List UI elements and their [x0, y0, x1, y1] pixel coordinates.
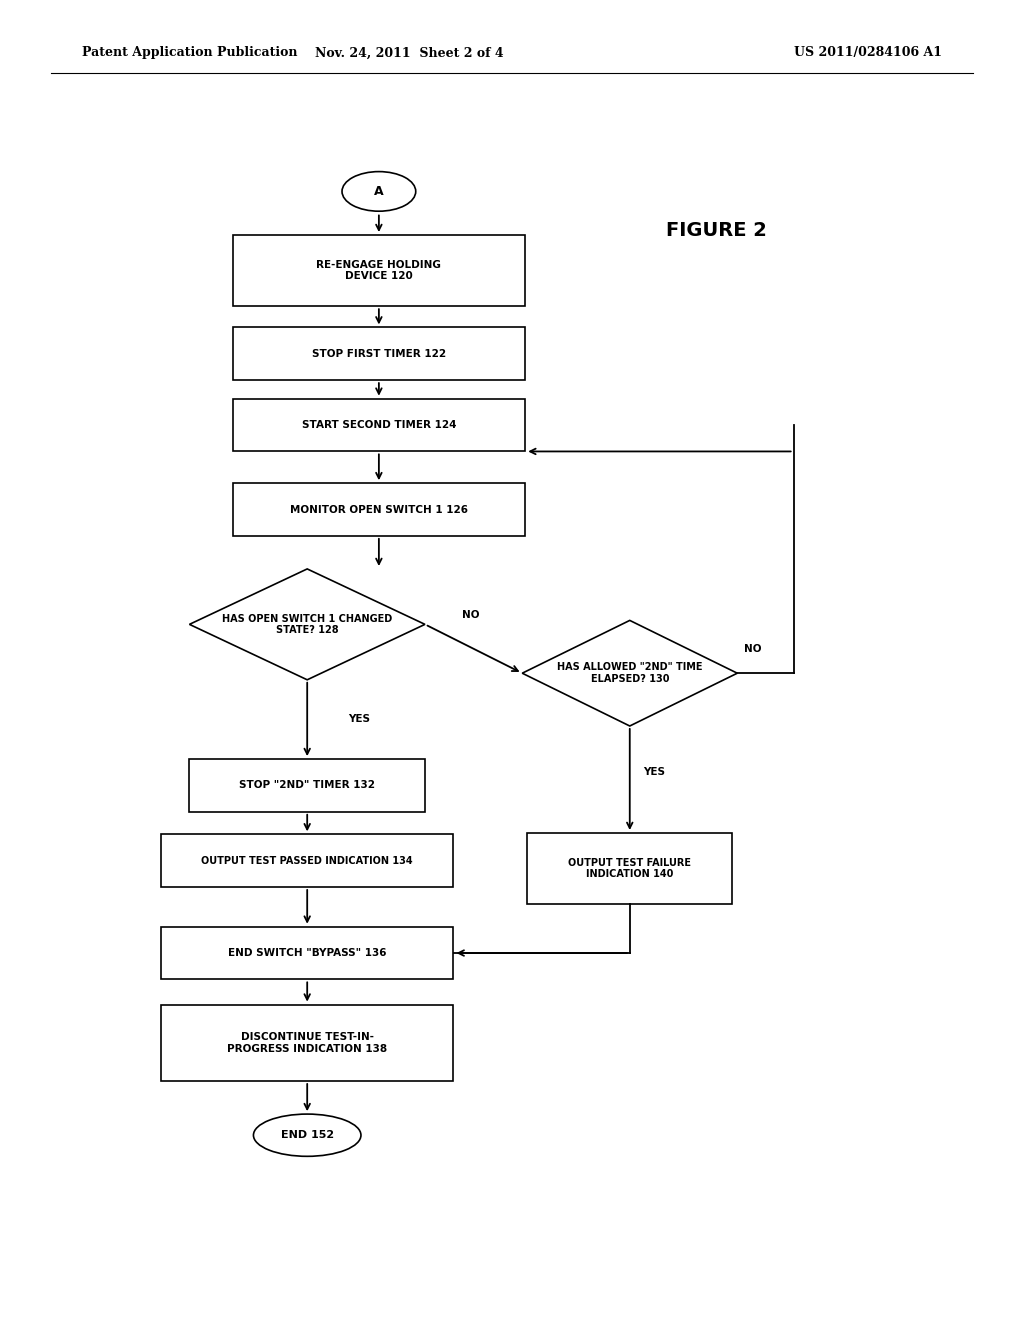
Text: NO: NO: [744, 644, 762, 655]
Polygon shape: [189, 569, 425, 680]
Text: START SECOND TIMER 124: START SECOND TIMER 124: [302, 420, 456, 430]
Text: YES: YES: [348, 714, 370, 725]
Text: RE-ENGAGE HOLDING
DEVICE 120: RE-ENGAGE HOLDING DEVICE 120: [316, 260, 441, 281]
FancyBboxPatch shape: [233, 235, 524, 306]
Ellipse shape: [254, 1114, 360, 1156]
Text: DISCONTINUE TEST-IN-
PROGRESS INDICATION 138: DISCONTINUE TEST-IN- PROGRESS INDICATION…: [227, 1032, 387, 1053]
FancyBboxPatch shape: [189, 759, 425, 812]
Text: FIGURE 2: FIGURE 2: [667, 222, 767, 240]
FancyBboxPatch shape: [233, 327, 524, 380]
Text: A: A: [374, 185, 384, 198]
Text: OUTPUT TEST FAILURE
INDICATION 140: OUTPUT TEST FAILURE INDICATION 140: [568, 858, 691, 879]
FancyBboxPatch shape: [162, 927, 453, 979]
Text: MONITOR OPEN SWITCH 1 126: MONITOR OPEN SWITCH 1 126: [290, 504, 468, 515]
FancyBboxPatch shape: [233, 483, 524, 536]
Text: END SWITCH "BYPASS" 136: END SWITCH "BYPASS" 136: [228, 948, 386, 958]
Text: US 2011/0284106 A1: US 2011/0284106 A1: [794, 46, 942, 59]
Text: STOP FIRST TIMER 122: STOP FIRST TIMER 122: [312, 348, 445, 359]
Polygon shape: [522, 620, 737, 726]
Text: HAS OPEN SWITCH 1 CHANGED
STATE? 128: HAS OPEN SWITCH 1 CHANGED STATE? 128: [222, 614, 392, 635]
Text: END 152: END 152: [281, 1130, 334, 1140]
FancyBboxPatch shape: [233, 399, 524, 451]
Text: HAS ALLOWED "2ND" TIME
ELAPSED? 130: HAS ALLOWED "2ND" TIME ELAPSED? 130: [557, 663, 702, 684]
Text: Patent Application Publication: Patent Application Publication: [82, 46, 297, 59]
FancyBboxPatch shape: [162, 1005, 453, 1081]
Ellipse shape: [342, 172, 416, 211]
Text: YES: YES: [643, 767, 665, 777]
Text: Nov. 24, 2011  Sheet 2 of 4: Nov. 24, 2011 Sheet 2 of 4: [315, 46, 504, 59]
FancyBboxPatch shape: [162, 834, 453, 887]
Text: NO: NO: [462, 610, 480, 620]
Text: OUTPUT TEST PASSED INDICATION 134: OUTPUT TEST PASSED INDICATION 134: [202, 855, 413, 866]
FancyBboxPatch shape: [527, 833, 732, 904]
Text: STOP "2ND" TIMER 132: STOP "2ND" TIMER 132: [240, 780, 375, 791]
